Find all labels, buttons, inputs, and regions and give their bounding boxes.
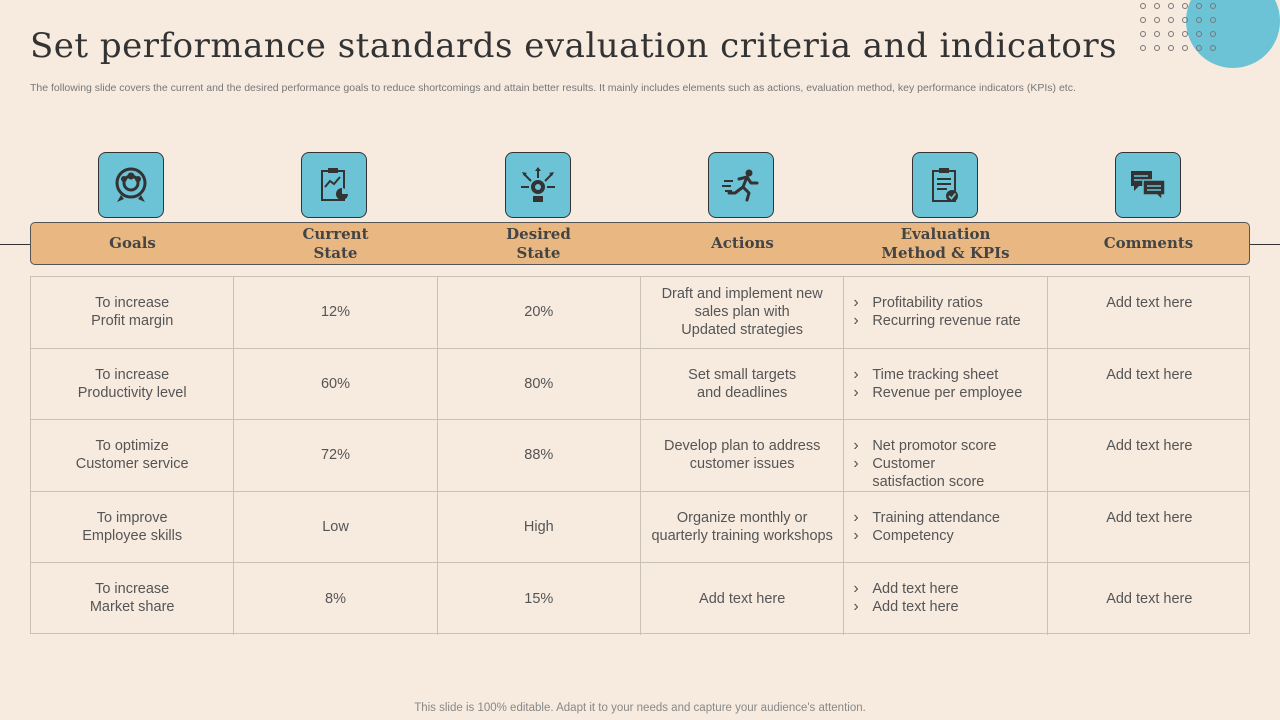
goal-cell: To improve Employee skills	[31, 491, 235, 563]
kpi-item: Recurring revenue rate	[853, 312, 1046, 330]
goal-cell: To increase Productivity level	[31, 348, 235, 420]
comment-cell: Add text here	[1106, 438, 1193, 455]
goal-cell: To increase Profit margin	[31, 277, 235, 348]
header-comments: Comments	[1103, 234, 1194, 252]
slide-subtitle: The following slide covers the current a…	[30, 82, 1076, 94]
action-cell: Add text here	[641, 563, 845, 635]
desired-cell: 20%	[438, 277, 641, 348]
kpi-item: Time tracking sheet	[853, 366, 1046, 384]
kpi-item: Net promotor score	[853, 437, 1046, 455]
header-line-right	[1250, 244, 1280, 245]
kpi-item: Training attendance	[853, 509, 1046, 527]
decorative-dots	[1140, 3, 1218, 53]
comment-cell: Add text here	[1106, 366, 1193, 383]
comment-cell: Add text here	[1106, 591, 1193, 608]
action-cell: Set small targets and deadlines	[641, 348, 845, 420]
table-row: To improve Employee skills Low High Orga…	[31, 491, 1249, 564]
comment-cell: Add text here	[1106, 295, 1193, 311]
desired-cell: High	[438, 491, 641, 563]
header-actions: Actions	[711, 234, 774, 252]
performance-table: To increase Profit margin 12% 20% Draft …	[30, 276, 1250, 635]
comment-cell: Add text here	[1106, 509, 1193, 526]
kpi-item: Competency	[853, 527, 1046, 545]
header-evaluation: Evaluation Method & KPIs	[881, 224, 1010, 262]
running-person-icon	[708, 152, 774, 218]
current-cell: 12%	[234, 277, 438, 348]
table-row: To optimize Customer service 72% 88% Dev…	[31, 420, 1249, 492]
kpi-item: Profitability ratios	[853, 294, 1046, 312]
checklist-icon	[912, 152, 978, 218]
chat-bubbles-icon	[1115, 152, 1181, 218]
goal-cell: To increase Market share	[31, 563, 235, 635]
slide-title: Set performance standards evaluation cri…	[30, 26, 1118, 66]
kpi-item: Revenue per employee	[853, 384, 1046, 402]
kpi-item: Add text here	[853, 580, 1046, 598]
footer-note: This slide is 100% editable. Adapt it to…	[414, 702, 866, 714]
table-row: To increase Productivity level 60% 80% S…	[31, 348, 1249, 421]
kpi-cell: Net promotor score Customer satisfaction…	[844, 420, 1048, 491]
action-cell: Develop plan to address customer issues	[641, 420, 845, 491]
header-desired: Desired State	[506, 224, 571, 262]
kpi-item: Add text here	[853, 598, 1046, 616]
kpi-cell: Profitability ratios Recurring revenue r…	[844, 277, 1048, 348]
current-cell: 60%	[234, 348, 438, 420]
action-cell: Draft and implement new sales plan with …	[641, 277, 845, 348]
kpi-item: Customer satisfaction score	[853, 455, 1046, 491]
goal-cell: To optimize Customer service	[31, 420, 235, 491]
desired-cell: 88%	[438, 420, 641, 491]
desired-cell: 80%	[438, 348, 641, 420]
idea-head-icon	[505, 152, 571, 218]
table-row: To increase Profit margin 12% 20% Draft …	[31, 277, 1249, 349]
kpi-cell: Add text here Add text here	[844, 563, 1048, 635]
header-line-left	[0, 244, 30, 245]
kpi-cell: Time tracking sheet Revenue per employee	[844, 348, 1048, 420]
current-cell: Low	[234, 491, 438, 563]
kpi-cell: Training attendance Competency	[844, 491, 1048, 563]
target-group-icon	[98, 152, 164, 218]
clipboard-chart-icon	[301, 152, 367, 218]
header-goals: Goals	[109, 234, 156, 252]
table-header: Goals Current State Desired State Action…	[30, 222, 1250, 265]
action-cell: Organize monthly or quarterly training w…	[641, 491, 845, 563]
table-row: To increase Market share 8% 15% Add text…	[31, 563, 1249, 635]
header-current: Current State	[302, 224, 369, 262]
current-cell: 8%	[234, 563, 438, 635]
current-cell: 72%	[234, 420, 438, 491]
desired-cell: 15%	[438, 563, 641, 635]
